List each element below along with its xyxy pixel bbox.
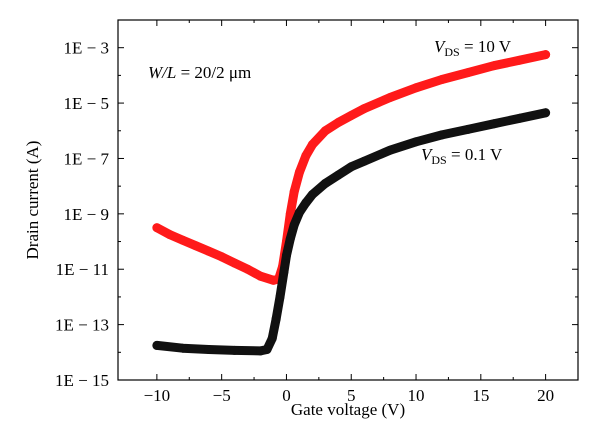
data-point — [307, 190, 317, 199]
data-point — [271, 314, 281, 324]
data-point — [267, 334, 277, 343]
data-point — [289, 187, 299, 197]
annotation-vds-low-value: = 0.1 V — [447, 145, 503, 164]
data-point — [463, 68, 473, 78]
data-point — [320, 178, 330, 188]
data-point — [333, 118, 343, 127]
data-point — [178, 343, 188, 353]
data-point — [282, 250, 291, 260]
data-point — [301, 198, 311, 208]
data-point — [262, 345, 272, 354]
data-point — [437, 75, 447, 84]
data-point — [204, 345, 214, 354]
data-point — [541, 108, 551, 118]
annotation-width-length-ratio: W/L = 20/2 μm — [148, 63, 251, 82]
data-point — [346, 162, 356, 172]
data-point — [359, 104, 369, 114]
data-point — [152, 340, 162, 350]
data-point — [346, 111, 356, 120]
annotation-vds-10v: VDS = 10 V — [434, 37, 512, 59]
data-point — [230, 345, 240, 355]
data-point — [489, 61, 499, 71]
y-tick-label: 1E − 13 — [55, 316, 109, 335]
x-tick-label: 5 — [347, 386, 356, 405]
data-point — [152, 223, 162, 233]
x-axis-label: Gate voltage (V) — [291, 400, 405, 419]
data-point — [515, 113, 525, 123]
data-point — [359, 156, 369, 166]
annotation-vds-low-symbol: V — [421, 145, 434, 164]
data-point — [217, 252, 227, 262]
x-tick-label: 20 — [537, 386, 554, 405]
data-point — [307, 140, 317, 150]
data-point — [333, 170, 343, 180]
data-point — [165, 230, 175, 240]
data-point — [178, 235, 188, 245]
annotation-vds-high-value: = 10 V — [460, 37, 512, 56]
y-tick-label: 1E − 9 — [64, 205, 109, 224]
data-point — [541, 50, 551, 60]
data-point — [191, 241, 201, 251]
y-tick-label: 1E − 7 — [64, 149, 110, 168]
data-point — [294, 208, 304, 217]
y-tick-label: 1E − 11 — [56, 260, 109, 279]
data-point — [279, 267, 289, 277]
annotation-vds-0p1v: VDS = 0.1 V — [421, 145, 503, 167]
annotation-vds-high-symbol: V — [434, 37, 447, 56]
y-tick-label: 1E − 3 — [64, 39, 109, 58]
data-point — [463, 124, 473, 134]
data-point — [489, 119, 499, 129]
annotation-wl-symbol: W/L — [148, 63, 176, 82]
data-point — [320, 126, 330, 136]
x-tick-label: 15 — [472, 386, 489, 405]
data-point — [294, 167, 304, 177]
data-point — [285, 234, 295, 244]
plot-frame — [117, 19, 579, 381]
data-point — [411, 83, 421, 93]
tick-layer: −10 −5 0 5 10 15 20 1E − 3 1E − 5 1E − 7 1E − 9 1E … — [55, 19, 578, 405]
data-point — [204, 246, 214, 256]
x-tick-label: −5 — [213, 386, 231, 405]
data-point — [285, 209, 295, 219]
y-axis-label: Drain current (A) — [23, 141, 42, 260]
data-point — [385, 145, 395, 155]
data-point — [515, 55, 525, 65]
x-tick-label: −10 — [144, 386, 171, 405]
annotation-wl-value: = 20/2 μm — [176, 63, 251, 82]
x-tick-label: 0 — [282, 386, 291, 405]
data-point — [230, 258, 240, 268]
data-point — [256, 271, 265, 281]
data-point — [243, 264, 253, 274]
data-point — [301, 151, 311, 161]
data-point — [437, 130, 447, 140]
y-tick-label: 1E − 15 — [55, 371, 109, 390]
y-tick-label: 1E − 5 — [64, 94, 109, 113]
data-point — [411, 137, 421, 147]
annotation-vds-low-subscript: DS — [431, 153, 446, 167]
x-tick-label: 10 — [408, 386, 425, 405]
data-point — [275, 292, 285, 302]
data-point — [289, 220, 299, 230]
annotation-vds-high-subscript: DS — [444, 45, 459, 59]
series-layer — [152, 50, 551, 356]
data-point — [385, 93, 395, 102]
